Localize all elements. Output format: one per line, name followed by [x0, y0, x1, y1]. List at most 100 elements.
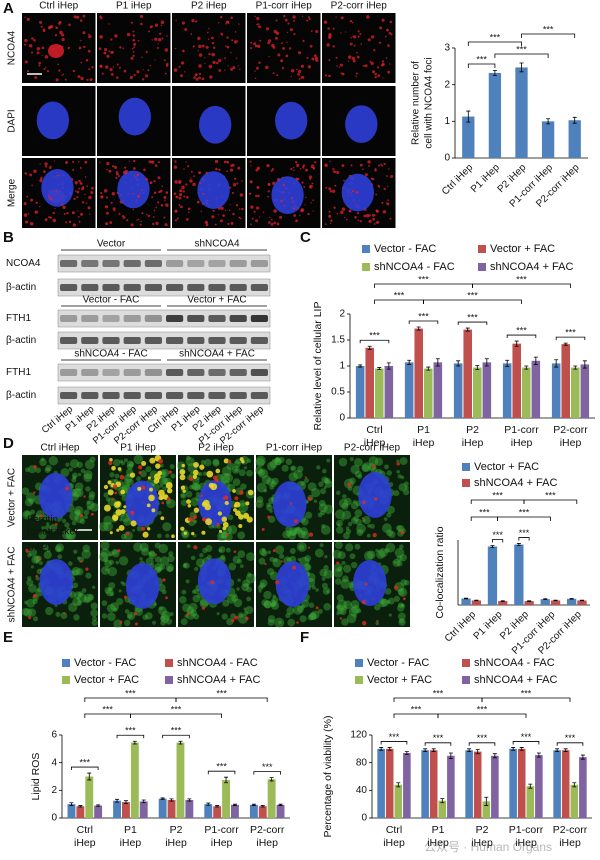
puncta [310, 610, 320, 620]
puncta [250, 205, 254, 209]
puncta [228, 525, 238, 535]
puncta [153, 602, 158, 606]
puncta [397, 602, 404, 608]
puncta [88, 33, 90, 36]
puncta [287, 531, 297, 540]
puncta [285, 613, 291, 619]
puncta [24, 38, 28, 43]
y-axis-label: Relative level of cellular LIP [312, 302, 324, 431]
puncta [83, 470, 93, 480]
puncta [111, 50, 114, 54]
significance-label: *** [516, 325, 527, 335]
puncta [100, 192, 103, 195]
puncta [84, 459, 95, 470]
puncta [113, 607, 118, 612]
error-bar [178, 740, 183, 745]
puncta [30, 51, 34, 54]
puncta [148, 551, 152, 556]
puncta [178, 196, 182, 200]
puncta [375, 548, 379, 553]
puncta [270, 222, 274, 226]
puncta [178, 65, 181, 68]
puncta [31, 555, 40, 564]
x-tick-label: iHep [211, 837, 233, 849]
nucleus [125, 562, 160, 609]
puncta [33, 169, 37, 173]
puncta [165, 191, 169, 194]
puncta [180, 526, 185, 531]
puncta [288, 555, 297, 563]
puncta [202, 517, 207, 522]
puncta [108, 559, 115, 565]
puncta [364, 64, 368, 68]
puncta [272, 594, 276, 599]
puncta [148, 30, 150, 33]
x-tick-label: iHep [256, 837, 278, 849]
puncta [274, 457, 280, 463]
nucleus [197, 558, 232, 605]
puncta [269, 216, 271, 219]
group-label: Vector [97, 239, 126, 250]
puncta [83, 515, 88, 520]
puncta [63, 206, 65, 208]
puncta [154, 556, 162, 563]
significance-bracket [116, 734, 145, 739]
puncta [179, 474, 186, 481]
puncta [111, 192, 116, 196]
legend-label: shNCOA4 + FAC [474, 674, 558, 686]
puncta [83, 473, 92, 483]
puncta [345, 543, 354, 552]
puncta [309, 185, 312, 188]
puncta [300, 76, 303, 79]
puncta [239, 490, 244, 495]
error-bar [115, 798, 120, 803]
puncta [255, 194, 258, 198]
puncta [361, 600, 366, 605]
puncta [264, 562, 267, 566]
puncta [83, 509, 90, 516]
error-bar [141, 799, 146, 804]
puncta [308, 602, 315, 608]
puncta [157, 584, 166, 592]
puncta [285, 530, 293, 537]
significance-bracket [467, 41, 522, 46]
puncta [374, 457, 384, 466]
puncta [92, 585, 96, 589]
puncta [263, 600, 272, 609]
bar [158, 798, 167, 818]
puncta [108, 460, 113, 466]
puncta [83, 495, 86, 498]
puncta [61, 33, 65, 37]
puncta [318, 499, 326, 507]
bar [498, 601, 508, 605]
band [60, 337, 78, 344]
puncta [193, 533, 197, 538]
significance-label: *** [492, 530, 503, 540]
puncta [26, 579, 34, 587]
puncta [303, 167, 305, 170]
significance-label: *** [216, 762, 227, 772]
puncta [286, 557, 291, 562]
puncta [64, 78, 67, 81]
nucleus [358, 471, 392, 518]
legend-swatch [462, 479, 470, 487]
puncta [307, 65, 312, 69]
puncta [120, 481, 130, 491]
puncta [49, 523, 58, 532]
puncta [285, 54, 289, 58]
puncta [396, 469, 400, 474]
puncta [117, 467, 122, 471]
puncta [386, 28, 389, 32]
puncta [336, 212, 339, 215]
puncta [340, 16, 344, 20]
blot [57, 309, 271, 328]
x-tick-label: P2-corr [250, 824, 285, 836]
puncta [222, 521, 229, 528]
puncta [243, 512, 250, 519]
puncta [206, 31, 209, 34]
puncta [72, 475, 77, 480]
puncta [366, 533, 371, 538]
puncta [86, 506, 92, 511]
puncta [227, 514, 234, 521]
